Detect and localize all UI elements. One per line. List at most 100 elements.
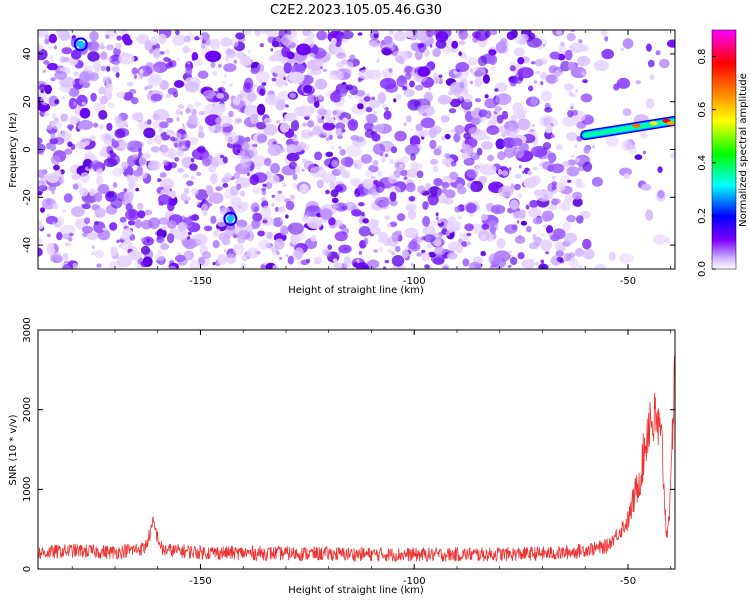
spectral-blob [562,160,571,168]
spectral-blob [244,77,254,90]
spectral-blob [109,222,118,231]
spectral-blob [244,104,261,117]
spectral-blob [437,94,451,105]
spectral-blob [381,103,387,109]
spectral-blob [470,110,479,118]
spectral-blob [513,47,525,57]
spectral-blob [389,158,394,165]
spectral-blob [517,118,531,131]
spectral-blob [295,165,301,174]
spectral-blob [551,185,557,191]
spectrogram-xlabel: Height of straight line (km) [288,285,424,296]
snr-frame [37,329,676,570]
spectral-blob [484,94,489,99]
spectral-blob [404,65,413,74]
spectral-blob [328,134,333,140]
spectral-blob [285,253,289,258]
spectral-blob [645,43,652,52]
spectral-blob [98,110,108,120]
spectral-blob [46,198,52,206]
spectral-blob [303,160,315,171]
spectral-blob [514,72,524,84]
spectral-blob [567,179,572,183]
spectral-blob [519,34,529,41]
spectral-blob [182,173,190,178]
spectral-blob [535,262,539,266]
spectral-blob [233,172,241,180]
spectral-blob [160,144,169,153]
figure-title: C2E2.2023.105.05.46.G30 [270,3,442,18]
spectral-blob [246,247,260,259]
spectral-blob [265,181,273,190]
spectral-blob [272,264,279,269]
spectral-blob [308,32,315,39]
spectral-blob [554,69,561,77]
spectral-blob [289,92,297,99]
spectral-blob [433,77,440,84]
spectral-blob [67,237,73,242]
spectral-blob [82,203,91,210]
spectral-blob [497,168,503,175]
spectral-blob [189,163,198,171]
spectral-blob [381,156,386,163]
spectral-blob [540,71,548,80]
spectral-blob [45,215,58,225]
spectral-blob [89,188,96,197]
spectral-blob [467,57,478,66]
spectral-blob [220,37,233,47]
spectral-blob [566,132,578,141]
spectral-blob [454,124,465,135]
spectral-blob [245,119,250,124]
spectral-blob [551,175,556,180]
spectral-blob [391,251,395,256]
spectral-blob [496,114,504,124]
spectral-blob [185,140,191,148]
spectral-blob [409,137,415,143]
spectral-blob [464,56,468,60]
spectral-blob [189,259,200,269]
spectral-blob [138,147,142,153]
spectral-blob [322,68,328,73]
spectral-blob [320,208,333,220]
spectral-blob [270,162,281,174]
spectral-blob [486,125,500,135]
spectral-blob [435,212,439,217]
spectral-blob [290,233,300,245]
spectral-blob [121,30,126,33]
spectral-blob [357,103,364,110]
spectral-blob [236,183,242,191]
spectral-blob [358,217,364,224]
spectral-blob [497,151,506,161]
spectral-blob [168,265,177,269]
spectral-blob [70,49,82,60]
spectral-blob [446,252,458,260]
spectral-blob [307,94,315,104]
spectral-blob [391,254,405,267]
spectral-blob [49,55,54,60]
spectral-blob [294,247,304,259]
spectral-blob [170,65,173,69]
spectral-blob [370,175,376,180]
spectral-blob [283,82,289,87]
spectral-blob [527,170,533,176]
colorbar-tick-label: 0.8 [697,49,708,65]
spectral-blob [314,151,323,161]
spectral-blob [443,266,448,269]
spectral-blob [278,73,288,85]
spectral-blob [558,44,567,55]
spectral-blob [282,118,286,122]
spectral-blob [457,238,464,244]
spectral-blob [375,181,385,193]
spectral-blob [152,113,160,121]
spectral-blob [251,143,258,148]
spectral-blob [306,75,310,79]
spectral-blob [124,237,131,244]
spectral-blob [420,117,435,129]
spectral-blob [150,93,163,102]
spectral-blob [501,170,509,177]
spectral-blob [331,197,339,204]
spectral-blob [187,114,198,125]
spectral-blob [657,166,663,174]
spectral-blob [99,95,108,105]
spectral-blob [168,195,178,206]
